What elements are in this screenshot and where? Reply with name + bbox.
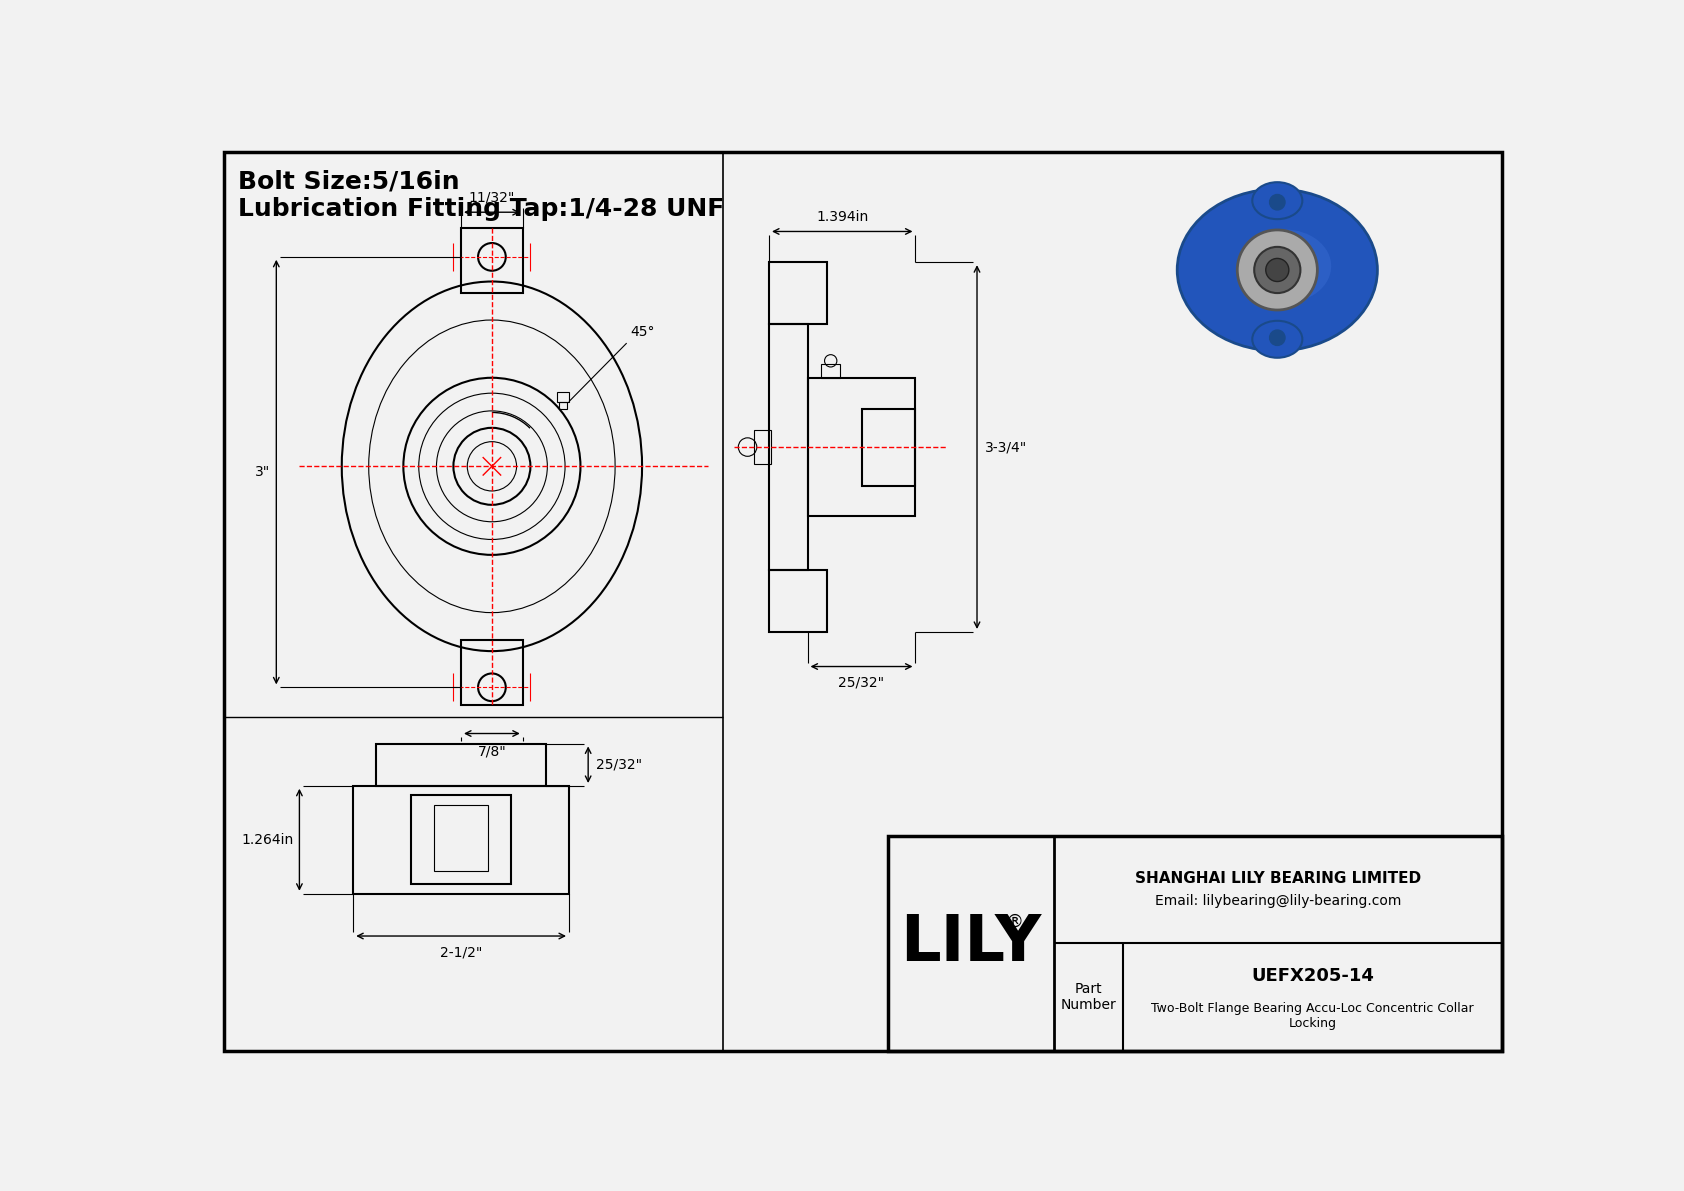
Text: 11/32": 11/32" <box>468 191 515 205</box>
Text: Bolt Size:5/16in: Bolt Size:5/16in <box>237 170 460 194</box>
Ellipse shape <box>1239 230 1332 303</box>
Text: 2-1/2": 2-1/2" <box>440 946 482 959</box>
Bar <box>556 392 569 403</box>
Text: 1.264in: 1.264in <box>241 833 293 847</box>
Ellipse shape <box>1177 189 1378 351</box>
Bar <box>354 786 569 893</box>
Text: Two-Bolt Flange Bearing Accu-Loc Concentric Collar
Locking: Two-Bolt Flange Bearing Accu-Loc Concent… <box>1152 1003 1474 1030</box>
Circle shape <box>1270 330 1285 345</box>
Text: 25/32": 25/32" <box>596 757 642 772</box>
Circle shape <box>1266 258 1288 281</box>
Bar <box>434 805 488 871</box>
Text: ®: ® <box>1005 912 1024 931</box>
Circle shape <box>1255 247 1300 293</box>
Text: 3-3/4": 3-3/4" <box>985 439 1027 454</box>
Circle shape <box>1238 230 1317 310</box>
Bar <box>559 403 566 409</box>
Text: 7/8": 7/8" <box>478 744 507 759</box>
Bar <box>461 640 522 705</box>
Bar <box>754 430 771 464</box>
Bar <box>770 262 827 324</box>
Text: Lubrication Fitting Tap:1/4-28 UNF: Lubrication Fitting Tap:1/4-28 UNF <box>237 197 724 220</box>
Text: Part
Number: Part Number <box>1061 981 1116 1012</box>
Bar <box>808 378 916 517</box>
Bar <box>770 324 808 570</box>
Text: Email: lilybearing@lily-bearing.com: Email: lilybearing@lily-bearing.com <box>1155 894 1401 909</box>
Bar <box>377 743 546 786</box>
Text: 45°: 45° <box>630 325 655 339</box>
Text: 3": 3" <box>254 466 269 479</box>
Bar <box>461 227 522 293</box>
Bar <box>822 364 840 378</box>
Bar <box>770 570 827 632</box>
Text: UEFX205-14: UEFX205-14 <box>1251 967 1374 985</box>
Text: 1.394in: 1.394in <box>817 210 869 224</box>
Bar <box>889 836 1502 1050</box>
Ellipse shape <box>1253 182 1302 219</box>
Circle shape <box>1270 194 1285 210</box>
Bar <box>862 409 916 486</box>
Bar <box>411 796 512 884</box>
Text: LILY: LILY <box>901 912 1041 974</box>
Text: SHANGHAI LILY BEARING LIMITED: SHANGHAI LILY BEARING LIMITED <box>1135 871 1421 886</box>
Ellipse shape <box>1253 320 1302 357</box>
Text: 25/32": 25/32" <box>839 675 884 690</box>
